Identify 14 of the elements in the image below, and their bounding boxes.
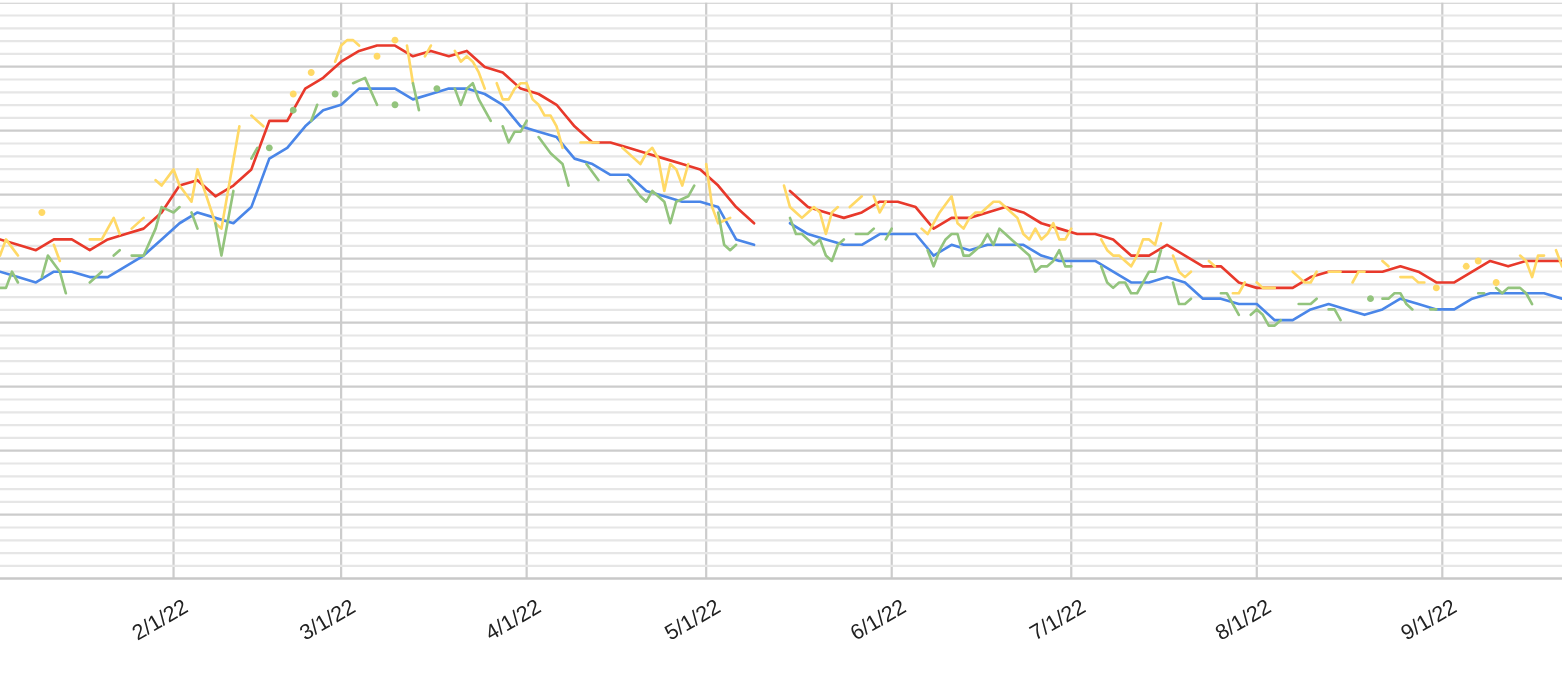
point <box>331 90 339 98</box>
point <box>307 68 315 76</box>
point <box>391 101 399 109</box>
point <box>1492 279 1500 286</box>
point <box>1462 262 1470 270</box>
point <box>1432 284 1440 292</box>
point <box>38 209 46 216</box>
point <box>1474 257 1482 265</box>
point <box>289 106 297 114</box>
point <box>373 52 381 60</box>
point <box>433 85 441 93</box>
point <box>289 90 297 98</box>
point <box>1367 295 1374 303</box>
point <box>265 144 273 152</box>
